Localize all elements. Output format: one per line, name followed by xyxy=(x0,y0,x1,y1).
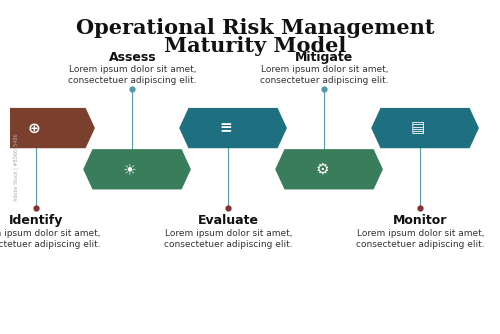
Text: Lorem ipsum dolor sit amet,
consectetuer adipiscing elit.: Lorem ipsum dolor sit amet, consectetuer… xyxy=(0,229,100,249)
Text: ▤: ▤ xyxy=(411,121,425,136)
Text: Adobe Stock | #836615486: Adobe Stock | #836615486 xyxy=(13,133,18,201)
Text: Identify: Identify xyxy=(9,214,64,227)
Text: ⊕: ⊕ xyxy=(28,121,40,136)
Text: Evaluate: Evaluate xyxy=(198,214,259,227)
Text: ⚙: ⚙ xyxy=(315,162,329,177)
Text: ≡: ≡ xyxy=(220,121,232,136)
Text: Lorem ipsum dolor sit amet,
consectetuer adipiscing elit.: Lorem ipsum dolor sit amet, consectetuer… xyxy=(260,65,388,86)
Polygon shape xyxy=(83,149,191,189)
Polygon shape xyxy=(0,108,95,148)
Text: Assess: Assess xyxy=(108,51,156,64)
Polygon shape xyxy=(371,108,479,148)
Text: Lorem ipsum dolor sit amet,
consectetuer adipiscing elit.: Lorem ipsum dolor sit amet, consectetuer… xyxy=(164,229,292,249)
Polygon shape xyxy=(179,108,287,148)
Text: Operational Risk Management: Operational Risk Management xyxy=(76,18,434,38)
Text: Monitor: Monitor xyxy=(393,214,448,227)
Polygon shape xyxy=(275,149,383,189)
Text: Lorem ipsum dolor sit amet,
consectetuer adipiscing elit.: Lorem ipsum dolor sit amet, consectetuer… xyxy=(68,65,196,86)
Text: Mitigate: Mitigate xyxy=(296,51,354,64)
Text: Lorem ipsum dolor sit amet,
consectetuer adipiscing elit.: Lorem ipsum dolor sit amet, consectetuer… xyxy=(356,229,484,249)
Text: Maturity Model: Maturity Model xyxy=(164,36,346,56)
Text: ☀: ☀ xyxy=(123,162,137,177)
